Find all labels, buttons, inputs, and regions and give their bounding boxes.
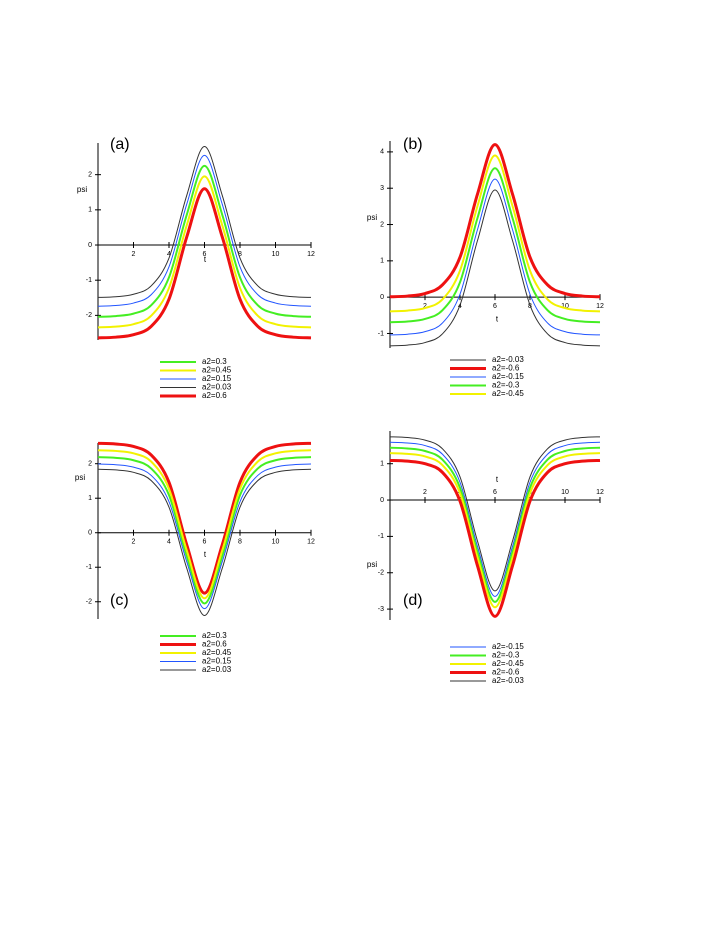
legend-label: a2=0.03 — [202, 383, 232, 392]
x-axis-label: t — [496, 475, 499, 484]
legend-label: a2=0.45 — [202, 366, 232, 375]
y-tick-label: 2 — [380, 221, 384, 228]
x-tick-label: 10 — [272, 539, 280, 546]
legend-label: a2=0.45 — [202, 648, 232, 657]
x-tick-label: 6 — [493, 303, 497, 310]
series-line — [389, 143, 601, 299]
legend-label: a2=0.6 — [202, 640, 227, 649]
series-line — [97, 468, 312, 617]
x-tick-label: 10 — [272, 251, 280, 258]
legend-label: a2=-0.03 — [492, 676, 524, 685]
x-tick-label: 10 — [561, 489, 569, 496]
x-axis-label: t — [496, 314, 499, 323]
y-tick-label: 4 — [380, 149, 384, 156]
legend-label: a2=0.15 — [202, 374, 232, 383]
x-axis-label: t — [204, 550, 207, 559]
y-tick-label: -2 — [378, 570, 384, 577]
legend-label: a2=-0.03 — [492, 355, 524, 364]
legend-label: a2=0.15 — [202, 657, 232, 666]
x-tick-label: 12 — [307, 251, 315, 258]
y-tick-label: 0 — [88, 530, 92, 537]
x-axis-label: t — [204, 255, 207, 264]
y-tick-label: -1 — [378, 330, 384, 337]
series-line — [389, 446, 601, 603]
y-tick-label: -3 — [378, 606, 384, 613]
y-tick-label: 0 — [380, 497, 384, 504]
legend-label: a2=0.03 — [202, 665, 232, 674]
series-line — [389, 458, 601, 618]
y-tick-label: 2 — [88, 461, 92, 468]
series-line — [97, 146, 312, 298]
legend-label: a2=-0.6 — [492, 668, 520, 677]
y-tick-label: 0 — [380, 294, 384, 301]
y-tick-label: -2 — [86, 599, 92, 606]
y-tick-label: -1 — [86, 564, 92, 571]
series-line — [97, 187, 312, 340]
series-line — [389, 436, 601, 592]
y-tick-label: 1 — [88, 207, 92, 214]
series-line — [389, 154, 601, 313]
legend-label: a2=-0.6 — [492, 364, 520, 373]
series-line — [389, 441, 601, 597]
legend-label: a2=0.6 — [202, 391, 227, 400]
x-tick-label: 6 — [493, 489, 497, 496]
series-line — [97, 463, 312, 610]
series-line — [97, 164, 312, 318]
series-line — [97, 175, 312, 329]
legend-label: a2=-0.3 — [492, 651, 520, 660]
legend-label: a2=-0.15 — [492, 372, 524, 381]
panel-label: (b) — [403, 136, 423, 153]
x-tick-label: 6 — [203, 539, 207, 546]
x-tick-label: 8 — [238, 251, 242, 258]
y-tick-label: 1 — [88, 495, 92, 502]
y-tick-label: 1 — [380, 258, 384, 265]
x-tick-label: 10 — [561, 303, 569, 310]
legend-label: a2=-0.15 — [492, 642, 524, 651]
series-line — [97, 154, 312, 307]
panel-label: (d) — [403, 592, 423, 609]
x-tick-label: 4 — [167, 539, 171, 546]
panel-label: (a) — [110, 136, 130, 153]
y-axis-label: psi — [77, 185, 87, 194]
x-tick-label: 2 — [423, 489, 427, 496]
y-axis-label: psi — [367, 213, 377, 222]
y-tick-label: -2 — [86, 312, 92, 319]
y-tick-label: 1 — [380, 461, 384, 468]
x-tick-label: 4 — [458, 303, 462, 310]
x-tick-label: 2 — [423, 303, 427, 310]
y-tick-label: -1 — [86, 277, 92, 284]
x-tick-label: 12 — [596, 303, 604, 310]
x-tick-label: 8 — [238, 539, 242, 546]
y-tick-label: 0 — [88, 242, 92, 249]
y-tick-label: 3 — [380, 185, 384, 192]
y-tick-label: 2 — [88, 172, 92, 179]
series-line — [97, 449, 312, 600]
series-line — [389, 189, 601, 347]
series-line — [389, 167, 601, 324]
legend-label: a2=0.3 — [202, 631, 227, 640]
legend-label: a2=-0.45 — [492, 389, 524, 398]
legend-label: a2=-0.3 — [492, 381, 520, 390]
series-line — [389, 178, 601, 336]
x-tick-label: 2 — [132, 539, 136, 546]
y-tick-label: -1 — [378, 533, 384, 540]
series-line — [97, 456, 312, 605]
x-tick-label: 6 — [203, 251, 207, 258]
series-line — [97, 441, 312, 595]
x-tick-label: 2 — [132, 251, 136, 258]
legend-label: a2=-0.45 — [492, 659, 524, 668]
y-axis-label: psi — [75, 473, 85, 482]
panel-label: (c) — [110, 592, 129, 609]
x-tick-label: 4 — [167, 251, 171, 258]
series-line — [389, 452, 601, 609]
x-tick-label: 12 — [596, 489, 604, 496]
legend-label: a2=0.3 — [202, 357, 227, 366]
x-tick-label: 12 — [307, 539, 315, 546]
y-axis-label: psi — [367, 560, 377, 569]
